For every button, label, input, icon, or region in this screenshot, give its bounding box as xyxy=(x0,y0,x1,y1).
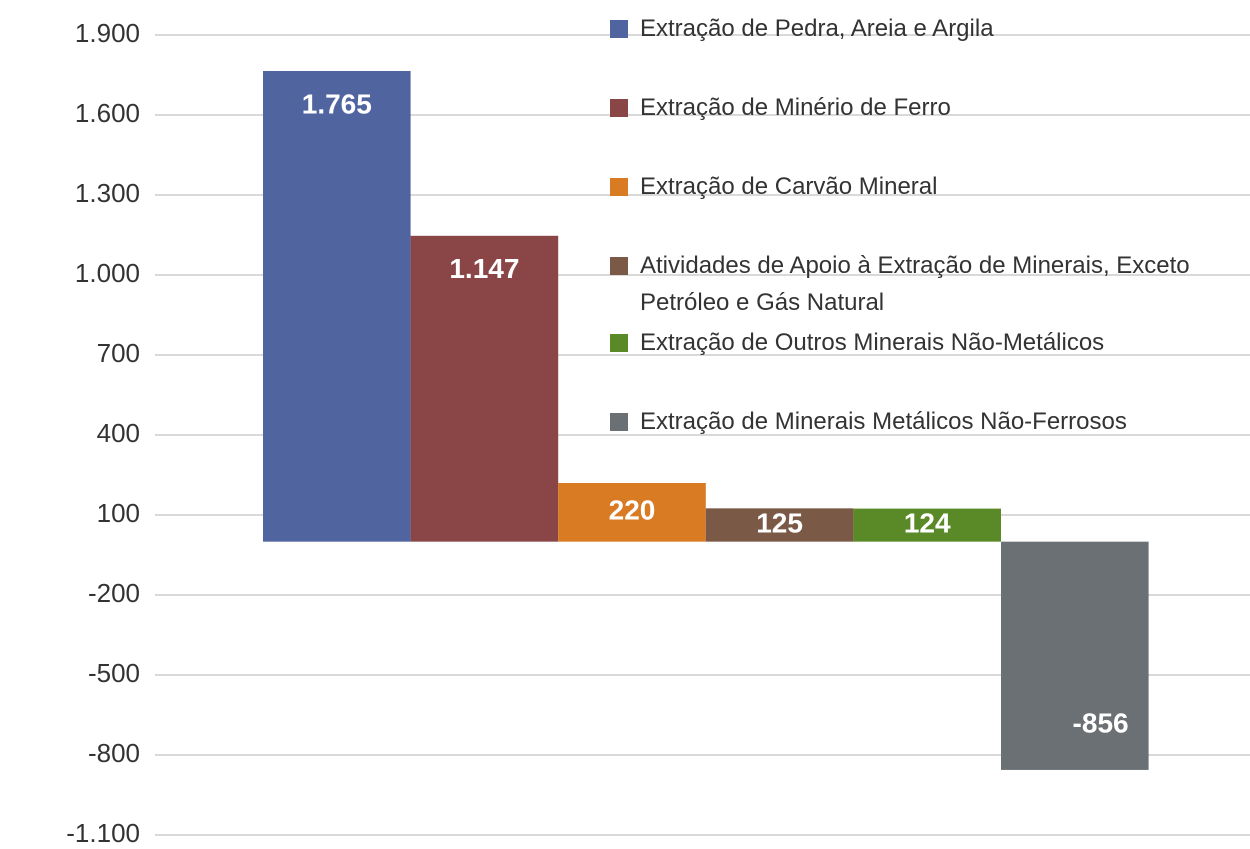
bar xyxy=(558,483,706,542)
legend-label: Extração de Minério de Ferro xyxy=(640,94,951,121)
y-tick-label: -800 xyxy=(88,738,140,768)
bar xyxy=(705,508,854,542)
legend-swatch xyxy=(610,334,628,352)
legend-swatch xyxy=(610,178,628,196)
data-label: 220 xyxy=(609,495,656,526)
data-label: -856 xyxy=(1073,707,1129,738)
y-tick-label: 1.900 xyxy=(75,18,140,48)
y-tick-label: 1.300 xyxy=(75,178,140,208)
y-tick-label: -500 xyxy=(88,658,140,688)
legend-entry: Atividades de Apoio à Extração de Minera… xyxy=(610,247,1240,321)
legend-label: Extração de Carvão Mineral xyxy=(640,173,938,200)
legend-entry: Extração de Pedra, Areia e Argila xyxy=(610,10,994,47)
legend-label: Extração de Outros Minerais Não-Metálico… xyxy=(640,329,1105,356)
y-tick-label: -200 xyxy=(88,578,140,608)
data-label: 1.765 xyxy=(302,88,372,119)
y-tick-label: 1.000 xyxy=(75,258,140,288)
bar xyxy=(1001,541,1149,770)
legend-entry: Extração de Minerais Metálicos Não-Ferro… xyxy=(610,403,1127,440)
data-label: 124 xyxy=(904,508,951,539)
legend-swatch xyxy=(610,413,628,431)
y-tick-label: 700 xyxy=(97,338,140,368)
data-label: 125 xyxy=(756,507,803,538)
bar xyxy=(410,235,559,542)
legend-swatch xyxy=(610,20,628,38)
y-tick-label: 400 xyxy=(97,418,140,448)
legend-entry: Extração de Carvão Mineral xyxy=(610,168,937,205)
legend-entry: Extração de Outros Minerais Não-Metálico… xyxy=(610,324,1104,361)
y-tick-label: 1.600 xyxy=(75,98,140,128)
bar xyxy=(263,71,411,542)
legend-swatch xyxy=(610,99,628,117)
y-tick-label: 100 xyxy=(97,498,140,528)
legend-label: Extração de Pedra, Areia e Argila xyxy=(640,15,994,42)
legend-entry: Extração de Minério de Ferro xyxy=(610,89,951,126)
legend-swatch xyxy=(610,257,628,275)
data-label: 1.147 xyxy=(449,253,519,284)
bar xyxy=(853,508,1001,542)
legend-label: Atividades de Apoio à Extração de Minera… xyxy=(640,252,1190,316)
y-tick-label: -1.100 xyxy=(66,818,140,848)
legend-label: Extração de Minerais Metálicos Não-Ferro… xyxy=(640,408,1127,435)
